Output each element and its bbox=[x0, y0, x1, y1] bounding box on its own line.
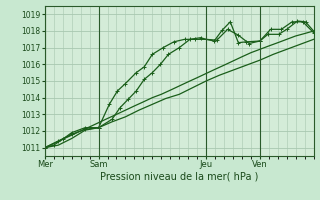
X-axis label: Pression niveau de la mer( hPa ): Pression niveau de la mer( hPa ) bbox=[100, 172, 258, 182]
